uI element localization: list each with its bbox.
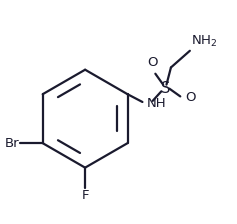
Text: NH: NH <box>146 97 166 110</box>
Text: Br: Br <box>5 137 19 150</box>
Text: O: O <box>185 91 196 104</box>
Text: S: S <box>161 81 170 96</box>
Text: O: O <box>147 56 157 69</box>
Text: F: F <box>81 190 89 202</box>
Text: NH$_2$: NH$_2$ <box>191 33 217 49</box>
